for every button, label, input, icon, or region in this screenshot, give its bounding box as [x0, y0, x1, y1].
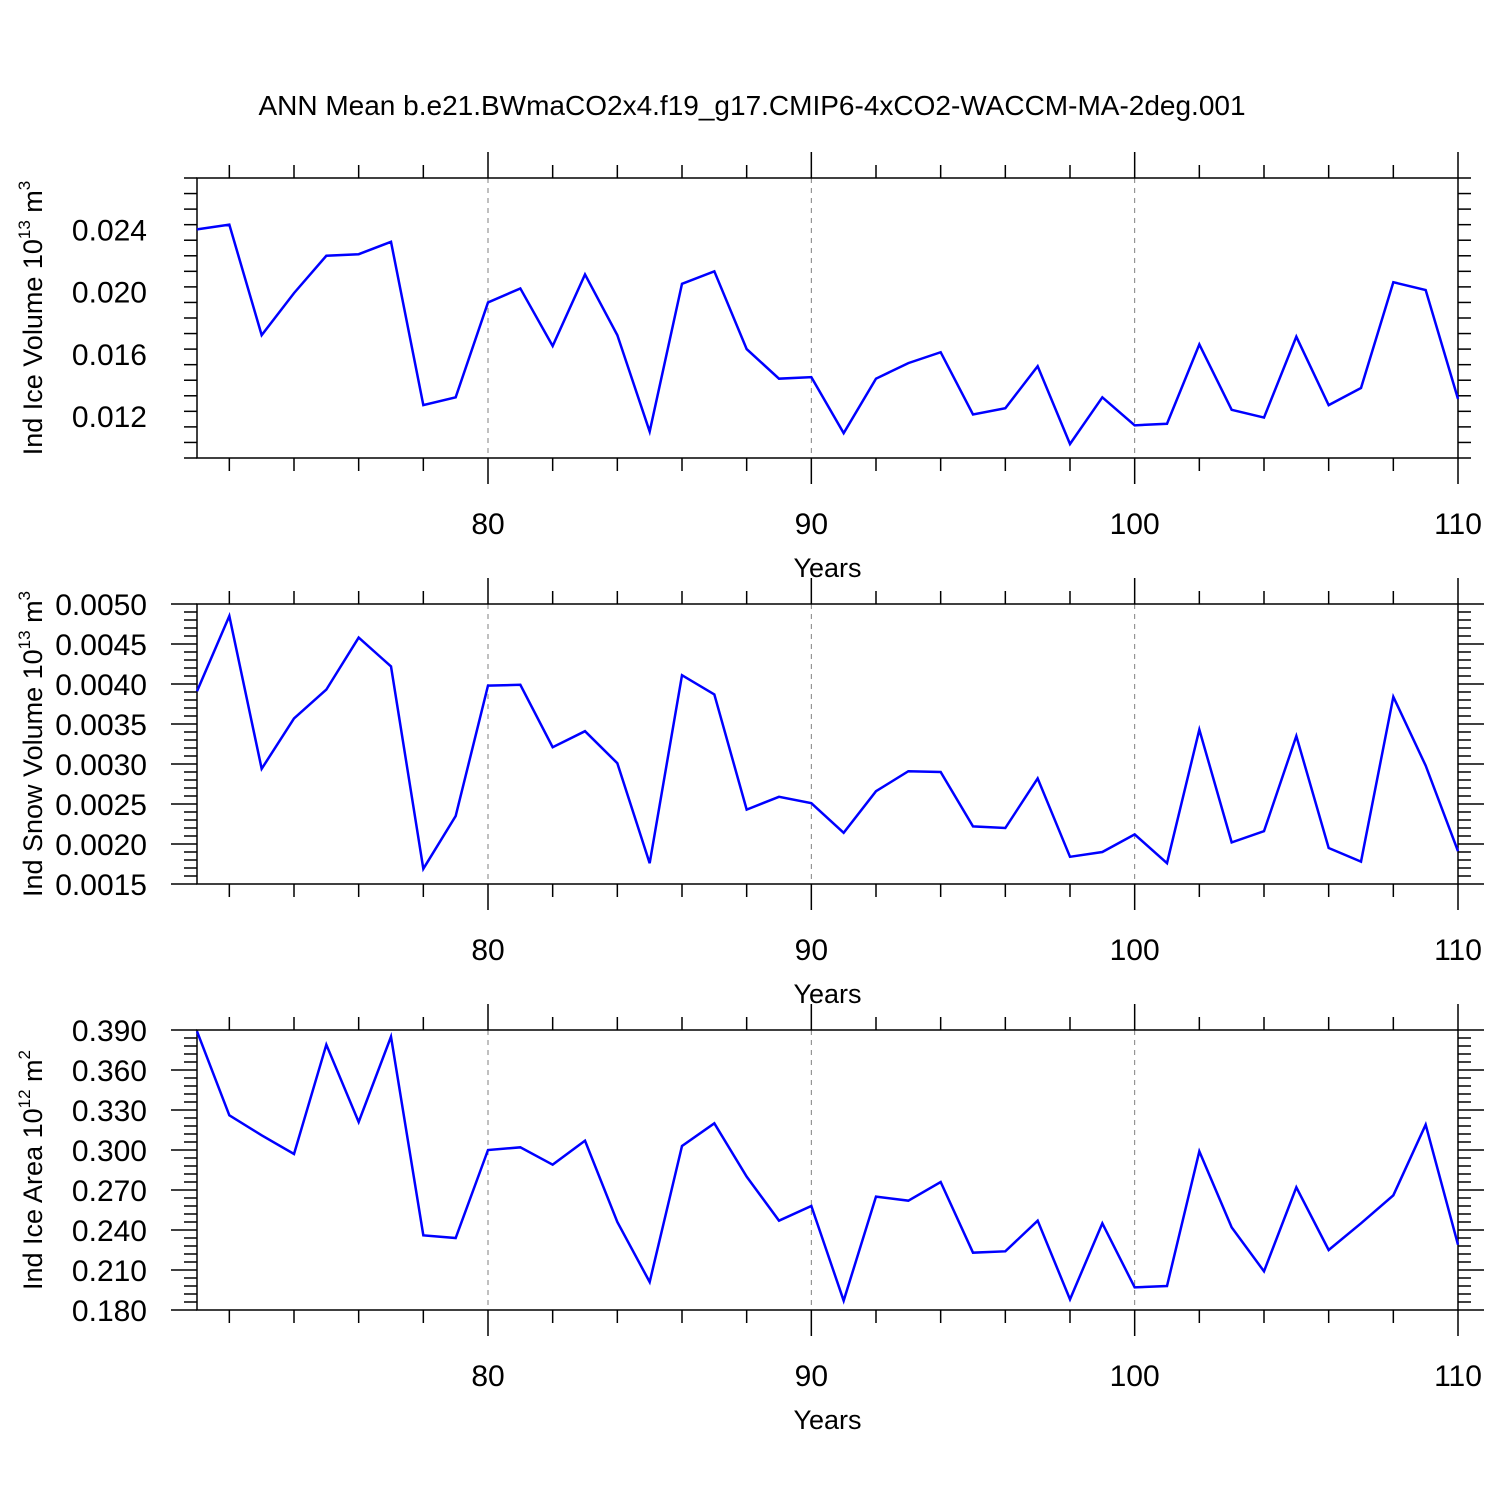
x-tick-label: 110 [1434, 934, 1482, 967]
y-axis-label-exponent: 13 [15, 630, 34, 649]
y-axis-label-text: Ind Snow Volume 10 [18, 649, 48, 897]
y-tick-label: 0.180 [72, 1295, 147, 1328]
y-axis-label: Ind Ice Volume 1013 m3 [15, 181, 48, 456]
y-axis-label-exponent: 3 [15, 591, 34, 600]
y-tick-label: 0.0015 [55, 869, 147, 902]
x-axis-label: Years [793, 1405, 861, 1435]
y-axis-label: Ind Snow Volume 1013 m3 [15, 591, 48, 897]
x-tick-label: 90 [795, 934, 828, 967]
y-tick-label: 0.0025 [55, 789, 147, 822]
y-tick-label: 0.024 [72, 214, 147, 247]
y-tick-label: 0.016 [72, 339, 147, 372]
x-tick-label: 110 [1434, 508, 1482, 541]
y-axis-label-text: m [18, 600, 48, 630]
x-axis-label: Years [793, 553, 861, 583]
panel-ind-ice-area: 80 90 100 110 Years 0.180 0.210 0.240 0.270 0.300… [15, 1004, 1484, 1435]
x-tick-label: 100 [1110, 508, 1160, 541]
plot-frame [196, 1029, 1459, 1311]
panel-ind-snow-volume: 80 90 100 110 Years 0.0015 0.0020 0.0025 0.0030 0… [15, 578, 1484, 1009]
y-axis-label-exponent: 12 [15, 1089, 34, 1108]
panel-ind-ice-volume: 80 90 100 110 Years 0.012 0.016 0.020 0.024 Ind I… [15, 152, 1482, 583]
y-tick-label: 0.0020 [55, 829, 147, 862]
y-tick-label: 0.390 [72, 1015, 147, 1048]
y-tick-label: 0.210 [72, 1255, 147, 1288]
x-tick-label: 90 [795, 1360, 828, 1393]
y-tick-label: 0.012 [72, 401, 147, 434]
y-tick-label: 0.240 [72, 1215, 147, 1248]
x-tick-label: 80 [471, 508, 504, 541]
x-tick-label: 110 [1434, 1360, 1482, 1393]
y-axis-label-exponent: 13 [15, 220, 34, 239]
y-axis-label-exponent: 3 [15, 181, 34, 190]
series-line-ind-snow-volume [195, 611, 1460, 873]
series-line-ind-ice-area [195, 1030, 1460, 1305]
panels: 80 90 100 110 Years 0.012 0.016 0.020 0.024 Ind I… [15, 152, 1484, 1435]
y-axis-label-text: m [18, 1059, 48, 1089]
y-axis-label-text: Ind Ice Area 10 [18, 1108, 48, 1290]
x-tick-label: 80 [471, 1360, 504, 1393]
y-tick-label: 0.020 [72, 277, 147, 310]
x-tick-label: 80 [471, 934, 504, 967]
y-tick-label: 0.0040 [55, 669, 147, 702]
y-axis-label-exponent: 2 [15, 1050, 34, 1059]
y-tick-label: 0.0050 [55, 589, 147, 622]
y-tick-label: 0.270 [72, 1175, 147, 1208]
y-tick-label: 0.0035 [55, 709, 147, 742]
y-tick-label: 0.0045 [55, 629, 147, 662]
x-tick-label: 100 [1110, 934, 1160, 967]
figure-title: ANN Mean b.e21.BWmaCO2x4.f19_g17.CMIP6-4… [258, 90, 1245, 121]
x-axis-label: Years [793, 979, 861, 1009]
y-tick-label: 0.300 [72, 1135, 147, 1168]
series-line-ind-ice-volume [196, 223, 1460, 447]
plot-frame [196, 603, 1459, 885]
y-axis-label-text: m [18, 190, 48, 220]
x-tick-label: 90 [795, 508, 828, 541]
y-axis-label-text: Ind Ice Volume 10 [18, 239, 48, 455]
y-tick-label: 0.330 [72, 1095, 147, 1128]
y-axis-label: Ind Ice Area 1012 m2 [15, 1050, 48, 1290]
x-tick-label: 100 [1110, 1360, 1160, 1393]
y-tick-label: 0.360 [72, 1055, 147, 1088]
y-tick-label: 0.0030 [55, 749, 147, 782]
